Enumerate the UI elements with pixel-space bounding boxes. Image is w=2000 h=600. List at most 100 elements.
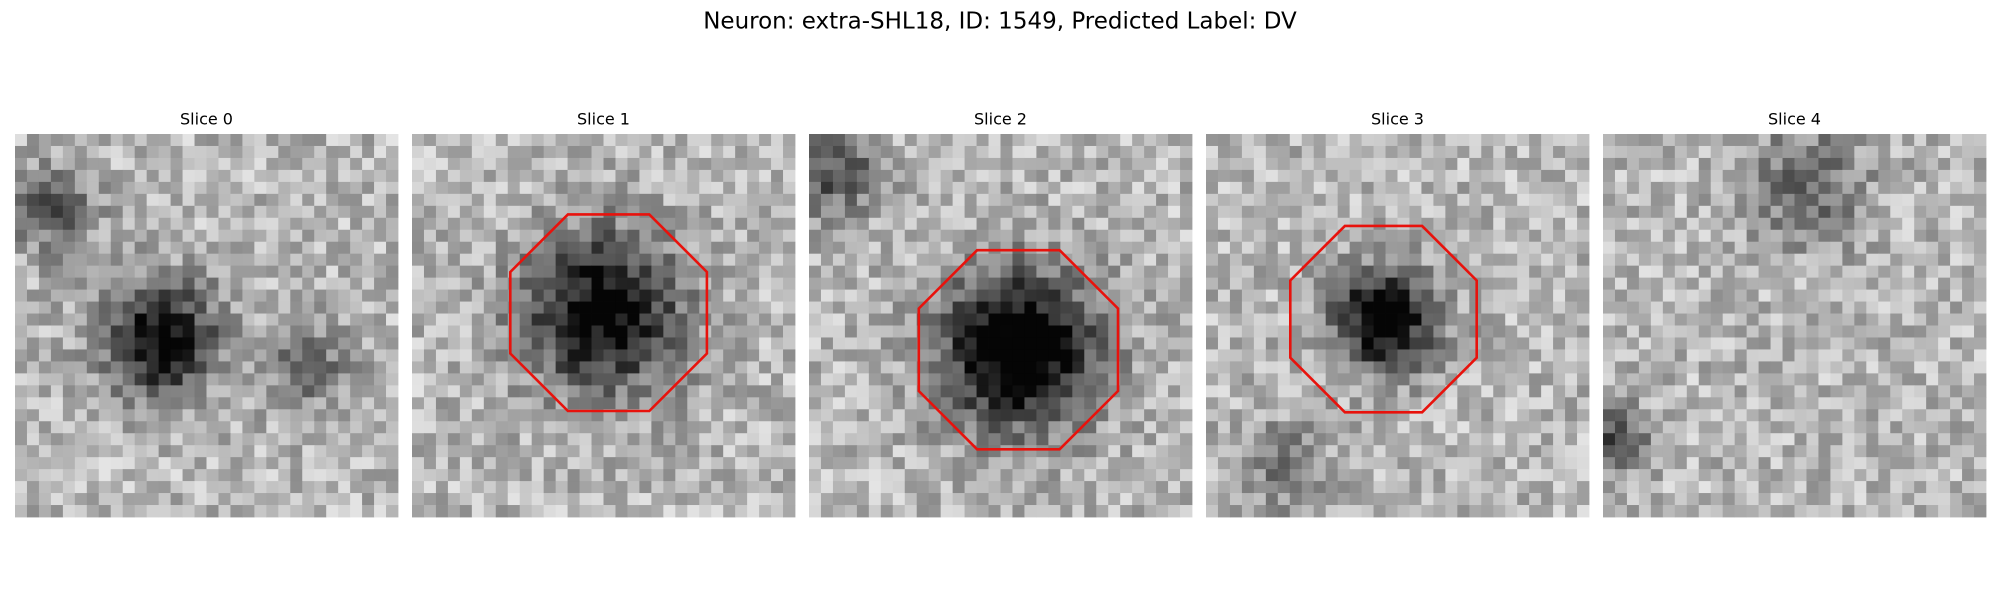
- pixel: [1505, 277, 1518, 290]
- pixel: [1325, 157, 1339, 171]
- pixel: [771, 157, 784, 171]
- pixel: [1120, 277, 1133, 290]
- pixel: [1770, 277, 1783, 290]
- pixel: [1603, 433, 1616, 446]
- pixel: [1686, 181, 1700, 195]
- pixel: [687, 433, 700, 446]
- pixel: [50, 457, 64, 470]
- pixel: [1361, 325, 1374, 338]
- pixel: [687, 505, 700, 518]
- pixel: [1866, 253, 1879, 267]
- pixel: [976, 397, 989, 410]
- pixel: [266, 361, 279, 374]
- pixel: [1012, 385, 1025, 398]
- pixel: [964, 205, 977, 219]
- pixel: [567, 253, 580, 267]
- pixel: [675, 205, 688, 219]
- pixel: [26, 217, 40, 231]
- pixel: [1517, 373, 1530, 386]
- pixel: [988, 205, 1001, 219]
- pixel: [459, 349, 473, 362]
- pixel: [1529, 145, 1542, 159]
- pixel: [1060, 505, 1073, 518]
- pixel: [122, 373, 136, 386]
- pixel: [218, 493, 231, 506]
- pixel: [1265, 481, 1279, 494]
- pixel: [675, 445, 688, 458]
- pixel: [459, 241, 473, 255]
- pixel: [1206, 373, 1219, 386]
- pixel: [290, 421, 303, 434]
- pixel: [1577, 277, 1590, 290]
- pixel: [62, 313, 76, 326]
- pixel: [1830, 385, 1843, 398]
- pixel: [844, 325, 858, 338]
- pixel: [1469, 134, 1482, 147]
- pixel: [134, 301, 148, 314]
- pixel: [1818, 301, 1831, 314]
- pixel: [1469, 505, 1482, 518]
- pixel: [1818, 409, 1831, 422]
- pixel: [1168, 409, 1181, 422]
- pixel: [1397, 241, 1410, 255]
- pixel: [435, 229, 449, 243]
- pixel: [663, 241, 676, 255]
- pixel: [1433, 193, 1446, 207]
- pixel: [1962, 193, 1975, 207]
- pixel: [1289, 134, 1303, 147]
- pixel: [1541, 349, 1554, 362]
- pixel: [1289, 373, 1303, 386]
- pixel: [1505, 289, 1518, 302]
- pixel: [206, 445, 219, 458]
- pixel: [1277, 205, 1291, 219]
- pixel: [892, 457, 906, 470]
- pixel: [699, 277, 712, 290]
- pixel: [1890, 229, 1903, 243]
- pixel: [423, 289, 437, 302]
- pixel: [110, 134, 124, 147]
- pixel: [1638, 169, 1652, 183]
- pixel: [880, 205, 894, 219]
- pixel: [1241, 313, 1255, 326]
- pixel: [1409, 445, 1422, 458]
- pixel: [1445, 205, 1458, 219]
- pixel: [1517, 337, 1530, 350]
- pixel: [567, 169, 580, 183]
- pixel: [471, 421, 485, 434]
- pixel: [1674, 445, 1688, 458]
- pixel: [194, 373, 207, 386]
- pixel: [675, 397, 688, 410]
- pixel: [1206, 433, 1219, 446]
- pixel: [747, 385, 760, 398]
- pixel: [1409, 193, 1422, 207]
- pixel: [1072, 349, 1085, 362]
- pixel: [338, 373, 351, 386]
- pixel: [1084, 433, 1097, 446]
- pixel: [1409, 134, 1422, 147]
- pixel: [579, 481, 592, 494]
- pixel: [1217, 481, 1231, 494]
- pixel: [50, 493, 64, 506]
- pixel: [1926, 397, 1939, 410]
- pixel: [1445, 325, 1458, 338]
- pixel: [1493, 481, 1506, 494]
- pixel: [759, 505, 772, 518]
- pixel: [86, 385, 100, 398]
- pixel: [687, 169, 700, 183]
- pixel: [374, 397, 387, 410]
- pixel: [747, 205, 760, 219]
- pixel: [290, 277, 303, 290]
- pixel: [278, 145, 291, 159]
- pixel: [1890, 361, 1903, 374]
- pixel: [651, 373, 664, 386]
- pixel: [206, 289, 219, 302]
- pixel: [675, 361, 688, 374]
- pixel: [1854, 373, 1867, 386]
- pixel: [302, 493, 315, 506]
- pixel: [531, 409, 545, 422]
- pixel: [1120, 289, 1133, 302]
- pixel: [880, 277, 894, 290]
- pixel: [158, 457, 171, 470]
- pixel: [459, 145, 473, 159]
- pixel: [110, 409, 124, 422]
